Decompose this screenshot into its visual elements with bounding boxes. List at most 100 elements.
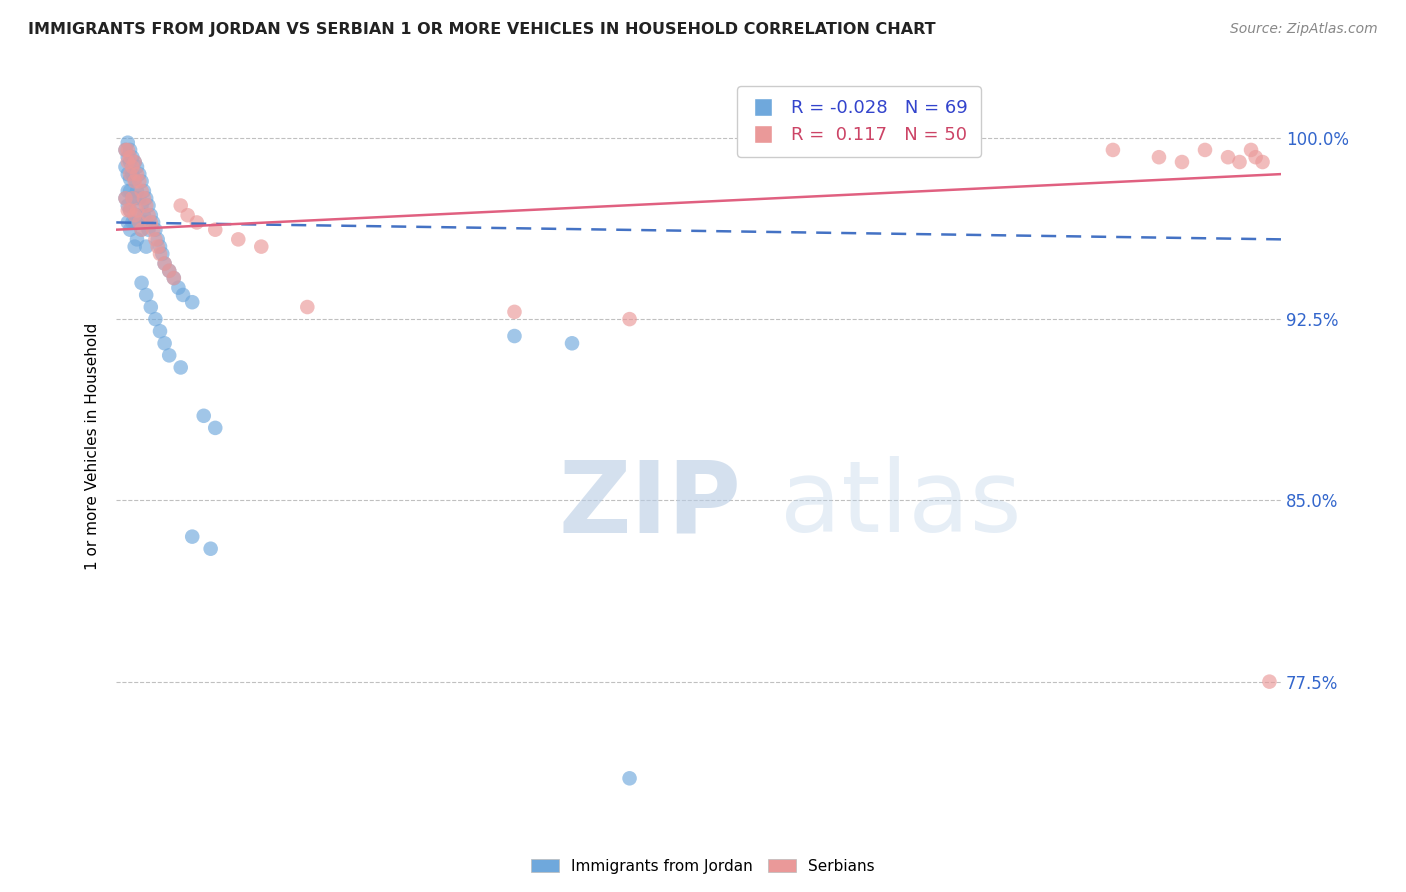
Point xyxy=(121,215,143,229)
Point xyxy=(131,174,153,188)
Point xyxy=(153,256,176,270)
Point xyxy=(157,348,180,362)
Point xyxy=(117,136,139,150)
Point xyxy=(145,223,167,237)
Point xyxy=(121,160,143,174)
Point xyxy=(138,208,160,222)
Point xyxy=(139,300,162,314)
Point xyxy=(1147,150,1170,164)
Text: Source: ZipAtlas.com: Source: ZipAtlas.com xyxy=(1230,22,1378,37)
Point xyxy=(120,203,142,218)
Point xyxy=(114,143,136,157)
Legend: R = -0.028   N = 69, R =  0.117   N = 50: R = -0.028 N = 69, R = 0.117 N = 50 xyxy=(737,87,981,157)
Point xyxy=(1229,155,1251,169)
Point xyxy=(131,276,153,290)
Point xyxy=(125,208,148,222)
Point xyxy=(114,191,136,205)
Point xyxy=(139,215,162,229)
Y-axis label: 1 or more Vehicles in Household: 1 or more Vehicles in Household xyxy=(86,322,100,570)
Point xyxy=(503,329,526,343)
Point xyxy=(157,264,180,278)
Point xyxy=(124,155,146,169)
Point xyxy=(150,247,173,261)
Point xyxy=(132,191,155,205)
Point xyxy=(163,271,186,285)
Point xyxy=(131,184,153,198)
Point xyxy=(135,198,157,212)
Point xyxy=(114,191,136,205)
Point xyxy=(124,155,146,169)
Point xyxy=(226,232,249,246)
Point xyxy=(138,198,160,212)
Point xyxy=(120,143,142,157)
Legend: Immigrants from Jordan, Serbians: Immigrants from Jordan, Serbians xyxy=(526,853,880,880)
Point xyxy=(128,191,150,205)
Point xyxy=(114,160,136,174)
Text: IMMIGRANTS FROM JORDAN VS SERBIAN 1 OR MORE VEHICLES IN HOUSEHOLD CORRELATION CH: IMMIGRANTS FROM JORDAN VS SERBIAN 1 OR M… xyxy=(28,22,936,37)
Point xyxy=(128,167,150,181)
Point xyxy=(186,215,208,229)
Point xyxy=(117,155,139,169)
Point xyxy=(131,223,153,237)
Point xyxy=(149,324,172,338)
Point xyxy=(117,167,139,181)
Point xyxy=(139,208,162,222)
Point xyxy=(120,155,142,169)
Point xyxy=(170,198,193,212)
Point xyxy=(120,184,142,198)
Point xyxy=(145,232,167,246)
Point xyxy=(1171,155,1194,169)
Point xyxy=(124,215,146,229)
Point xyxy=(117,184,139,198)
Point xyxy=(163,271,186,285)
Point xyxy=(619,312,641,326)
Point xyxy=(561,336,583,351)
Point xyxy=(145,312,167,326)
Point xyxy=(170,360,193,375)
Point xyxy=(132,184,155,198)
Point xyxy=(121,167,143,181)
Text: ZIP: ZIP xyxy=(558,457,742,553)
Point xyxy=(142,215,165,229)
Point xyxy=(121,191,143,205)
Point xyxy=(117,150,139,164)
Point xyxy=(149,239,172,253)
Point xyxy=(131,223,153,237)
Point xyxy=(142,223,165,237)
Point xyxy=(181,530,204,544)
Point xyxy=(120,150,142,164)
Point xyxy=(1216,150,1239,164)
Point xyxy=(125,167,148,181)
Point xyxy=(153,256,176,270)
Point xyxy=(157,264,180,278)
Point xyxy=(138,223,160,237)
Point xyxy=(117,198,139,212)
Point xyxy=(125,184,148,198)
Point xyxy=(503,305,526,319)
Point xyxy=(135,215,157,229)
Point xyxy=(181,295,204,310)
Point xyxy=(1240,143,1263,157)
Point xyxy=(153,336,176,351)
Point xyxy=(204,223,226,237)
Text: atlas: atlas xyxy=(780,457,1022,553)
Point xyxy=(120,172,142,186)
Point xyxy=(121,191,143,205)
Point xyxy=(1258,674,1281,689)
Point xyxy=(117,203,139,218)
Point xyxy=(167,281,190,295)
Point xyxy=(124,191,146,205)
Point xyxy=(146,232,169,246)
Point xyxy=(193,409,215,423)
Point xyxy=(1102,143,1125,157)
Point xyxy=(200,541,222,556)
Point xyxy=(149,247,172,261)
Point xyxy=(1194,143,1216,157)
Point xyxy=(117,215,139,229)
Point xyxy=(135,239,157,253)
Point xyxy=(132,208,155,222)
Point xyxy=(125,232,148,246)
Point xyxy=(128,215,150,229)
Point xyxy=(135,288,157,302)
Point xyxy=(120,167,142,181)
